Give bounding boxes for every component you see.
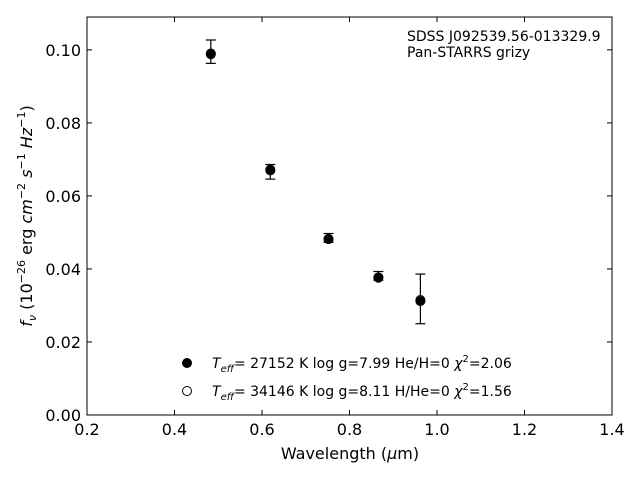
model-point-open <box>265 165 276 176</box>
data-marks <box>205 39 426 325</box>
legend-entry: Teff= 34146 K log g=8.11 H/He=0 χ2=1.56 <box>212 382 512 403</box>
x-tick-label: 0.8 <box>337 420 362 439</box>
model-point-open <box>373 272 384 283</box>
axis-ticks <box>86 17 613 416</box>
y-tick-label: 0.04 <box>45 260 81 279</box>
legend: Teff= 27152 K log g=7.99 He/H=0 χ2=2.06 T… <box>182 354 512 403</box>
model-point-open <box>323 234 334 245</box>
y-axis-label: fν (10−26 erg cm−2 s−1 Hz−1) <box>15 105 39 326</box>
annotation-line-1: SDSS J092539.56-013329.9 <box>407 29 601 45</box>
plot-area <box>86 16 613 416</box>
y-tick-label: 0.00 <box>45 406 81 425</box>
y-tick-label: 0.08 <box>45 114 81 133</box>
legend-marker <box>182 386 192 396</box>
x-tick-label: 0.4 <box>162 420 187 439</box>
y-tick-label: 0.02 <box>45 333 81 352</box>
x-tick-label: 1.2 <box>512 420 537 439</box>
annotation-line-2: Pan-STARRS grizy <box>407 45 530 61</box>
model-point-open <box>415 294 426 305</box>
legend-entry: Teff= 27152 K log g=7.99 He/H=0 χ2=2.06 <box>212 354 512 375</box>
y-tick-label: 0.10 <box>45 41 81 60</box>
x-axis-label: Wavelength (μm) <box>281 444 419 463</box>
x-tick-label: 0.2 <box>74 420 99 439</box>
model-point-open <box>205 49 216 60</box>
legend-marker <box>182 358 192 368</box>
x-tick-label: 1.0 <box>424 420 449 439</box>
tick-labels: 0.2 0.4 0.6 0.8 1.0 1.2 1.4 0.00 0.02 0.04 0.06 0.0… <box>45 41 624 439</box>
x-tick-label: 0.6 <box>249 420 274 439</box>
x-tick-label: 1.4 <box>599 420 624 439</box>
y-tick-label: 0.06 <box>45 187 81 206</box>
